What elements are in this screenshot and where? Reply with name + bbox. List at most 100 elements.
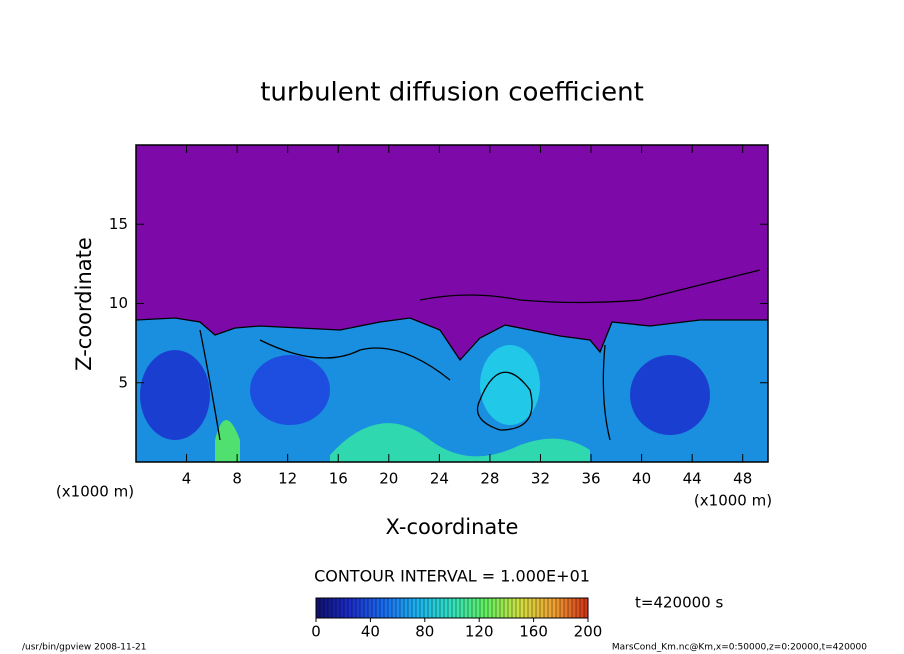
colorbar-cell xyxy=(516,598,520,618)
x-tick-label: 24 xyxy=(430,470,449,488)
x-tick-label: 4 xyxy=(182,470,192,488)
x-tick-label: 36 xyxy=(581,470,600,488)
y-tick-label: 15 xyxy=(109,215,128,233)
colorbar-cell xyxy=(572,598,576,618)
colorbar-cell xyxy=(384,598,388,618)
colorbar-cell xyxy=(520,598,524,618)
colorbar-cell xyxy=(560,598,564,618)
colorbar-cell xyxy=(540,598,544,618)
colorbar-cell xyxy=(432,598,436,618)
colorbar-cell xyxy=(476,598,480,618)
colorbar-cell xyxy=(440,598,444,618)
colorbar-cell xyxy=(328,598,332,618)
colorbar-cell xyxy=(548,598,552,618)
y-tick-label: 10 xyxy=(109,294,128,312)
colorbar-cell xyxy=(480,598,484,618)
colorbar-tick-label: 120 xyxy=(465,623,494,641)
green-band xyxy=(330,423,590,462)
colorbar-cell xyxy=(436,598,440,618)
colorbar-cell xyxy=(576,598,580,618)
colorbar-cell xyxy=(528,598,532,618)
colorbar-cell xyxy=(412,598,416,618)
colorbar-cell xyxy=(416,598,420,618)
colorbar-cell xyxy=(396,598,400,618)
x-axis-label: X-coordinate xyxy=(386,515,519,539)
colorbar-cell xyxy=(496,598,500,618)
colorbar-cell xyxy=(532,598,536,618)
field xyxy=(135,145,768,462)
eddy xyxy=(630,355,710,435)
contour-interval: CONTOUR INTERVAL = 1.000E+01 xyxy=(314,567,590,586)
chart-title: turbulent diffusion coefficient xyxy=(260,78,644,108)
colorbar-cell xyxy=(508,598,512,618)
colorbar-cell xyxy=(332,598,336,618)
colorbar-cell xyxy=(468,598,472,618)
colorbar-cell xyxy=(408,598,412,618)
colorbar-cell xyxy=(488,598,492,618)
x-tick-label: 40 xyxy=(632,470,651,488)
footer-right: MarsCond_Km.nc@Km,x=0:50000,z=0:20000,t=… xyxy=(612,643,867,653)
colorbar-cell xyxy=(324,598,328,618)
colorbar-cell xyxy=(484,598,488,618)
colorbar-cell xyxy=(348,598,352,618)
colorbar-cell xyxy=(464,598,468,618)
colorbar-cell xyxy=(376,598,380,618)
x-tick-label: 28 xyxy=(480,470,499,488)
colorbar-cell xyxy=(456,598,460,618)
colorbar-cell xyxy=(448,598,452,618)
colorbar-cell xyxy=(320,598,324,618)
colorbar-cell xyxy=(388,598,392,618)
colorbar-cell xyxy=(492,598,496,618)
x-unit-label: (x1000 m) xyxy=(694,492,772,510)
y-axis-label: Z-coordinate xyxy=(72,237,96,371)
colorbar-cell xyxy=(392,598,396,618)
contour-line xyxy=(419,269,761,304)
colorbar-cell xyxy=(380,598,384,618)
colorbar-tick-label: 80 xyxy=(415,623,434,641)
contour-line xyxy=(259,339,451,381)
colorbar-cell xyxy=(444,598,448,618)
x-tick-label: 48 xyxy=(733,470,752,488)
colorbar-tick-label: 200 xyxy=(574,623,603,641)
colorbar-cell xyxy=(404,598,408,618)
x-tick-label: 20 xyxy=(379,470,398,488)
colorbar-tick-label: 0 xyxy=(311,623,321,641)
colorbar-cell xyxy=(504,598,508,618)
colorbar-cell xyxy=(460,598,464,618)
colorbar-cell xyxy=(544,598,548,618)
colorbar-cell xyxy=(360,598,364,618)
eddy xyxy=(140,350,210,440)
colorbar-cell xyxy=(580,598,584,618)
eddy xyxy=(480,345,540,425)
colorbar-cell xyxy=(552,598,556,618)
time-label: t=420000 s xyxy=(635,594,723,612)
eddy xyxy=(250,355,330,425)
colorbar-cell xyxy=(352,598,356,618)
colorbar-cell xyxy=(340,598,344,618)
contour-line xyxy=(602,344,611,441)
colorbar-tick-label: 40 xyxy=(361,623,380,641)
x-tick-label: 8 xyxy=(232,470,242,488)
colorbar-cell xyxy=(452,598,456,618)
x-tick-label: 12 xyxy=(278,470,297,488)
y-tick-label: 5 xyxy=(118,373,128,391)
contour-line xyxy=(199,329,221,441)
colorbar-cell xyxy=(420,598,424,618)
colorbar-cell xyxy=(500,598,504,618)
colorbar-cell xyxy=(536,598,540,618)
colorbar-cell xyxy=(512,598,516,618)
x-tick-label: 32 xyxy=(531,470,550,488)
colorbar-cell xyxy=(372,598,376,618)
colorbar-cell xyxy=(364,598,368,618)
x-tick-label: 16 xyxy=(329,470,348,488)
colorbar-cell xyxy=(564,598,568,618)
green-band xyxy=(215,420,240,462)
colorbar-cell xyxy=(428,598,432,618)
colorbar-cell xyxy=(584,598,588,618)
colorbar-cell xyxy=(524,598,528,618)
x-tick-label: 44 xyxy=(683,470,702,488)
colorbar-cell xyxy=(368,598,372,618)
contour-line xyxy=(476,371,533,431)
colorbar-cell xyxy=(336,598,340,618)
